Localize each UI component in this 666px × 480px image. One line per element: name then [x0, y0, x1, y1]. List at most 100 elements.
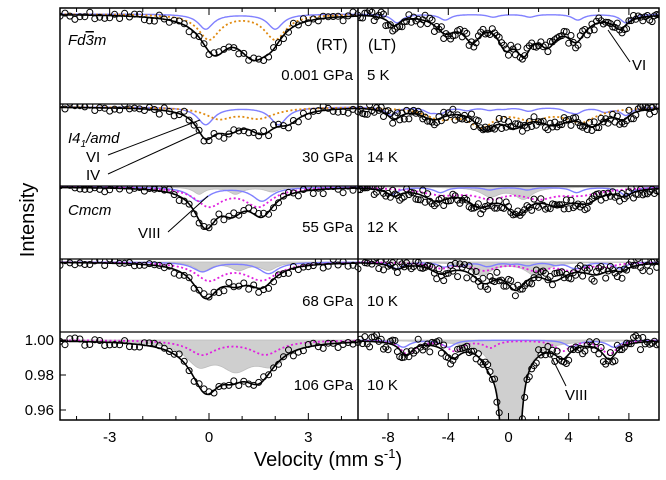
data-point	[354, 263, 358, 271]
data-point	[76, 186, 84, 193]
data-point	[451, 259, 459, 267]
data-point	[484, 285, 492, 293]
data-point	[595, 190, 603, 198]
data-point	[590, 26, 598, 34]
data-point	[623, 25, 631, 33]
data-point	[530, 113, 538, 121]
data-point	[435, 337, 443, 345]
data-point	[593, 124, 600, 131]
data-point	[285, 346, 292, 354]
data-point	[131, 262, 138, 270]
data-point	[463, 274, 471, 282]
annotation-vi-lt-pointer	[607, 29, 631, 63]
data-point	[553, 347, 561, 355]
data-point	[414, 196, 422, 204]
data-point	[465, 41, 473, 49]
data-point	[555, 121, 563, 129]
data-point	[549, 281, 556, 289]
data-point	[61, 341, 69, 349]
data-point	[170, 350, 178, 358]
data-point	[275, 39, 282, 47]
data-point	[512, 464, 518, 470]
data-point	[339, 189, 347, 197]
data-point	[611, 357, 619, 365]
temperature-label: 10 K	[367, 377, 398, 394]
data-point	[565, 116, 573, 124]
data-point	[270, 44, 278, 52]
data-point	[185, 274, 193, 282]
data-point	[200, 40, 208, 48]
data-point	[586, 264, 593, 272]
fit-curve	[60, 261, 358, 300]
data-point	[314, 17, 322, 25]
data-point	[499, 457, 505, 463]
data-point	[586, 338, 593, 346]
annotation-vi-rt-pointer	[107, 119, 201, 156]
data-point	[604, 119, 612, 127]
data-point	[613, 19, 621, 27]
data-point	[250, 129, 258, 136]
temperature-label: 5 K	[367, 67, 390, 84]
data-point	[560, 27, 568, 35]
data-point	[314, 186, 322, 192]
data-point	[430, 202, 438, 210]
data-point	[447, 261, 455, 269]
data-point	[250, 381, 258, 389]
data-point	[606, 349, 614, 357]
x-axis-label: Velocity (mm s-1)	[254, 446, 402, 471]
data-point	[370, 333, 378, 341]
orange-subspectrum-line	[60, 106, 358, 121]
data-point	[655, 340, 659, 348]
data-point	[160, 186, 168, 194]
data-point	[205, 137, 213, 145]
data-point	[634, 259, 642, 262]
data-point	[155, 110, 163, 118]
data-point	[360, 253, 366, 259]
data-point	[588, 275, 596, 283]
right-header-lt: (LT)	[368, 37, 396, 54]
data-point	[544, 48, 552, 56]
phase-label-fd3m: Fd3m	[68, 32, 106, 49]
data-point	[145, 260, 153, 268]
data-point	[474, 200, 482, 208]
data-point	[555, 201, 563, 209]
data-point	[91, 259, 99, 265]
data-point	[391, 337, 399, 344]
data-point	[542, 269, 549, 277]
data-point	[537, 195, 545, 203]
data-point	[136, 186, 143, 191]
data-point	[437, 23, 445, 31]
data-point	[71, 261, 79, 269]
data-point	[358, 265, 362, 273]
data-point	[389, 186, 397, 194]
temperature-label: 10 K	[367, 293, 398, 310]
data-point	[361, 333, 369, 341]
data-point	[586, 118, 593, 126]
data-point	[61, 105, 69, 113]
data-point	[634, 334, 642, 342]
data-point	[403, 186, 411, 193]
data-point	[210, 218, 218, 226]
data-point	[280, 353, 287, 361]
data-point	[361, 110, 369, 118]
y-tick-label: 1.00	[25, 332, 54, 349]
data-point	[498, 125, 506, 132]
data-point	[180, 107, 188, 115]
data-point	[643, 190, 651, 198]
panel-layer	[60, 8, 659, 470]
data-point	[329, 107, 337, 115]
data-point	[185, 367, 193, 375]
data-point	[375, 186, 383, 192]
data-point	[544, 343, 552, 350]
data-point	[430, 121, 438, 129]
data-point	[481, 123, 489, 131]
y-axis-label: Intensity	[17, 183, 39, 257]
data-point	[507, 277, 515, 284]
phase-label-i41amd: I41/amd	[68, 130, 120, 150]
data-point	[648, 18, 656, 26]
pressure-label: 55 GPa	[302, 219, 354, 236]
pressure-label: 0.001 GPa	[281, 67, 353, 84]
data-point	[514, 43, 522, 51]
data-point	[265, 371, 273, 379]
blue-subspectrum-line	[358, 186, 659, 196]
